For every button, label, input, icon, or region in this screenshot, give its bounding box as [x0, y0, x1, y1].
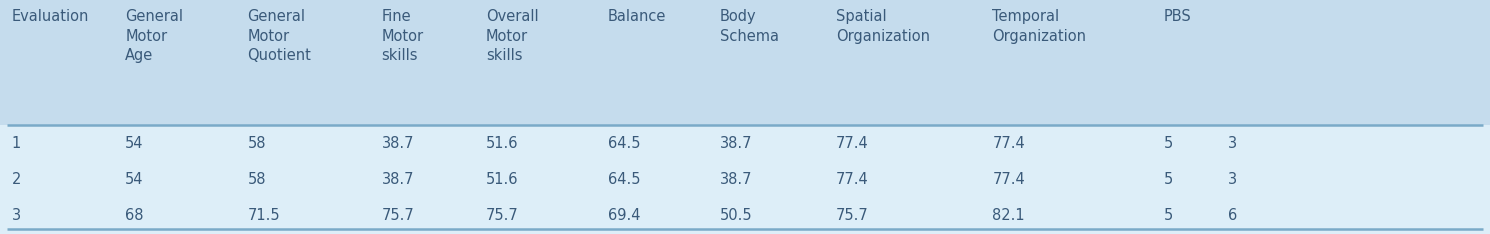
Text: 69.4: 69.4	[608, 208, 641, 223]
Text: Overall
Motor
skills: Overall Motor skills	[486, 9, 538, 63]
Text: 54: 54	[125, 172, 143, 187]
Text: 5: 5	[1164, 172, 1173, 187]
Bar	[0, 125, 1490, 161]
Text: General
Motor
Age: General Motor Age	[125, 9, 183, 63]
Bar	[0, 161, 1490, 198]
Text: 68: 68	[125, 208, 143, 223]
Text: 2: 2	[12, 172, 21, 187]
Text: 38.7: 38.7	[720, 136, 752, 151]
Text: 38.7: 38.7	[381, 172, 414, 187]
Bar	[0, 198, 1490, 234]
Text: Fine
Motor
skills: Fine Motor skills	[381, 9, 423, 63]
Text: 6: 6	[1228, 208, 1237, 223]
Text: 38.7: 38.7	[381, 136, 414, 151]
Text: 77.4: 77.4	[836, 172, 869, 187]
Text: 75.7: 75.7	[486, 208, 519, 223]
Text: Temporal
Organization: Temporal Organization	[992, 9, 1086, 44]
Text: 5: 5	[1164, 208, 1173, 223]
Text: 77.4: 77.4	[992, 136, 1025, 151]
Text: 64.5: 64.5	[608, 172, 641, 187]
Text: 77.4: 77.4	[836, 136, 869, 151]
Text: 3: 3	[1228, 136, 1237, 151]
Text: Evaluation: Evaluation	[12, 9, 89, 24]
Bar	[0, 0, 1490, 125]
Text: 1: 1	[12, 136, 21, 151]
Text: Body
Schema: Body Schema	[720, 9, 779, 44]
Text: 58: 58	[247, 172, 265, 187]
Text: 82.1: 82.1	[992, 208, 1025, 223]
Text: 51.6: 51.6	[486, 172, 519, 187]
Text: Spatial
Organization: Spatial Organization	[836, 9, 930, 44]
Text: 51.6: 51.6	[486, 136, 519, 151]
Text: 77.4: 77.4	[992, 172, 1025, 187]
Text: Balance: Balance	[608, 9, 666, 24]
Text: 64.5: 64.5	[608, 136, 641, 151]
Text: 5: 5	[1164, 136, 1173, 151]
Text: 75.7: 75.7	[836, 208, 869, 223]
Text: 50.5: 50.5	[720, 208, 752, 223]
Text: 75.7: 75.7	[381, 208, 414, 223]
Text: 38.7: 38.7	[720, 172, 752, 187]
Text: 3: 3	[12, 208, 21, 223]
Text: General
Motor
Quotient: General Motor Quotient	[247, 9, 311, 63]
Text: 71.5: 71.5	[247, 208, 280, 223]
Text: 58: 58	[247, 136, 265, 151]
Text: 54: 54	[125, 136, 143, 151]
Text: PBS: PBS	[1164, 9, 1192, 24]
Text: 3: 3	[1228, 172, 1237, 187]
